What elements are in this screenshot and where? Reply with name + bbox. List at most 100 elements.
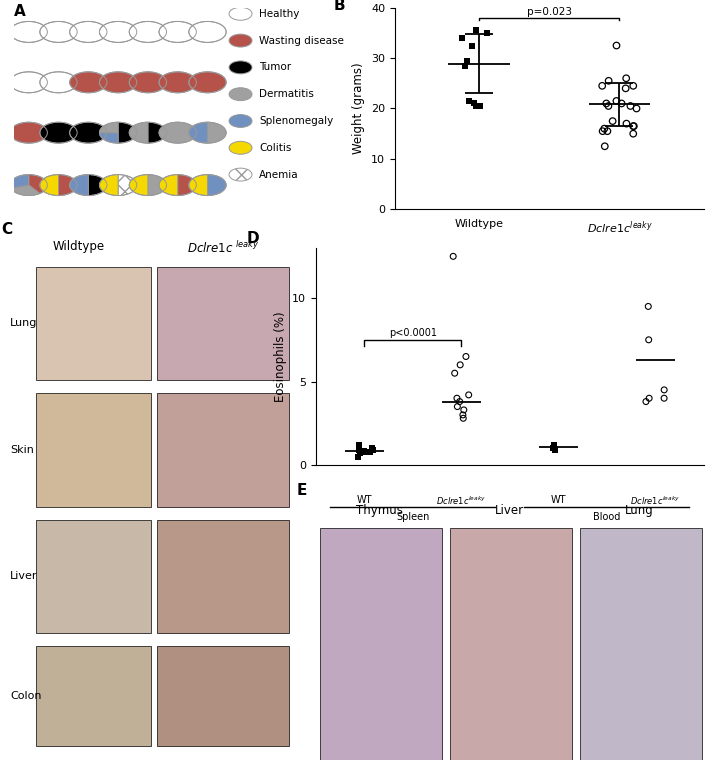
Point <box>457 408 469 421</box>
Point <box>611 40 623 52</box>
Point <box>628 120 640 133</box>
Text: Wasting disease: Wasting disease <box>259 36 344 46</box>
Point <box>452 401 463 413</box>
Point <box>640 395 652 408</box>
Text: Liver: Liver <box>495 504 524 517</box>
Y-axis label: Eosinophils (%): Eosinophils (%) <box>274 312 286 401</box>
Point <box>549 444 561 456</box>
Wedge shape <box>29 174 47 194</box>
Point <box>597 125 608 137</box>
Text: p=0.023: p=0.023 <box>527 7 572 17</box>
Point <box>620 82 631 95</box>
FancyBboxPatch shape <box>36 267 151 380</box>
Wedge shape <box>10 122 47 143</box>
Text: Skin: Skin <box>10 445 34 455</box>
Point <box>475 100 486 112</box>
Point <box>358 445 370 457</box>
Wedge shape <box>208 174 226 195</box>
Text: D: D <box>246 231 258 246</box>
Wedge shape <box>148 122 167 143</box>
Point <box>643 300 654 312</box>
Point <box>599 122 610 135</box>
Wedge shape <box>99 174 118 195</box>
Point <box>467 40 478 52</box>
Text: Spleen: Spleen <box>396 512 429 522</box>
Point <box>353 439 365 451</box>
FancyBboxPatch shape <box>157 267 289 380</box>
Point <box>616 97 628 109</box>
Point <box>457 412 469 425</box>
Wedge shape <box>99 133 118 143</box>
Y-axis label: Weight (grams): Weight (grams) <box>353 63 365 154</box>
Point <box>470 24 482 36</box>
Wedge shape <box>40 174 58 195</box>
FancyBboxPatch shape <box>449 528 572 760</box>
Wedge shape <box>159 72 196 93</box>
Text: Healthy: Healthy <box>259 9 299 19</box>
Wedge shape <box>70 122 107 143</box>
Point <box>454 359 466 371</box>
Point <box>643 333 654 346</box>
Circle shape <box>229 141 252 154</box>
Text: $\mathit{Dclre1c}^{\ \mathit{leaky}}$: $\mathit{Dclre1c}^{\ \mathit{leaky}}$ <box>187 240 258 257</box>
Wedge shape <box>88 174 107 195</box>
FancyBboxPatch shape <box>320 528 442 760</box>
Wedge shape <box>189 122 208 143</box>
Point <box>548 439 559 451</box>
Text: Dermatitis: Dermatitis <box>259 89 314 99</box>
Wedge shape <box>40 122 78 143</box>
Wedge shape <box>177 174 197 195</box>
Point <box>451 392 462 405</box>
Point <box>611 95 623 107</box>
Wedge shape <box>58 174 78 195</box>
FancyBboxPatch shape <box>36 393 151 507</box>
Point <box>481 26 493 39</box>
Text: A: A <box>14 4 26 19</box>
Point <box>366 442 378 454</box>
FancyBboxPatch shape <box>36 646 151 746</box>
Text: Tumor: Tumor <box>259 63 292 72</box>
Text: WT: WT <box>551 495 566 505</box>
Point <box>460 60 471 72</box>
Text: Anemia: Anemia <box>259 170 299 180</box>
Wedge shape <box>159 122 196 143</box>
Point <box>355 447 366 460</box>
FancyBboxPatch shape <box>579 528 701 760</box>
Point <box>359 446 370 459</box>
Point <box>599 140 610 153</box>
Wedge shape <box>129 122 148 143</box>
Point <box>463 389 475 401</box>
Circle shape <box>229 7 252 20</box>
FancyBboxPatch shape <box>157 520 289 633</box>
Point <box>631 102 643 115</box>
Circle shape <box>229 88 252 101</box>
Point <box>607 115 618 127</box>
Wedge shape <box>118 122 136 143</box>
Point <box>367 444 378 456</box>
Text: Splenomegaly: Splenomegaly <box>259 116 333 126</box>
FancyBboxPatch shape <box>157 646 289 746</box>
Text: Wildtype: Wildtype <box>53 240 105 253</box>
Point <box>353 450 364 463</box>
Point <box>602 100 614 112</box>
Text: Blood: Blood <box>593 512 620 522</box>
Circle shape <box>229 61 252 74</box>
Point <box>628 80 639 92</box>
Point <box>463 95 475 107</box>
Point <box>549 440 560 453</box>
Point <box>462 54 473 67</box>
Point <box>628 120 639 133</box>
Point <box>364 446 376 458</box>
Wedge shape <box>148 174 167 195</box>
Wedge shape <box>10 72 47 93</box>
Text: Thymus: Thymus <box>356 504 404 517</box>
Point <box>449 367 460 380</box>
Point <box>447 250 459 263</box>
Point <box>643 392 655 405</box>
Point <box>468 97 480 109</box>
Wedge shape <box>189 22 226 43</box>
Point <box>460 350 472 363</box>
Point <box>353 444 365 456</box>
Point <box>600 97 612 109</box>
Wedge shape <box>70 22 107 43</box>
